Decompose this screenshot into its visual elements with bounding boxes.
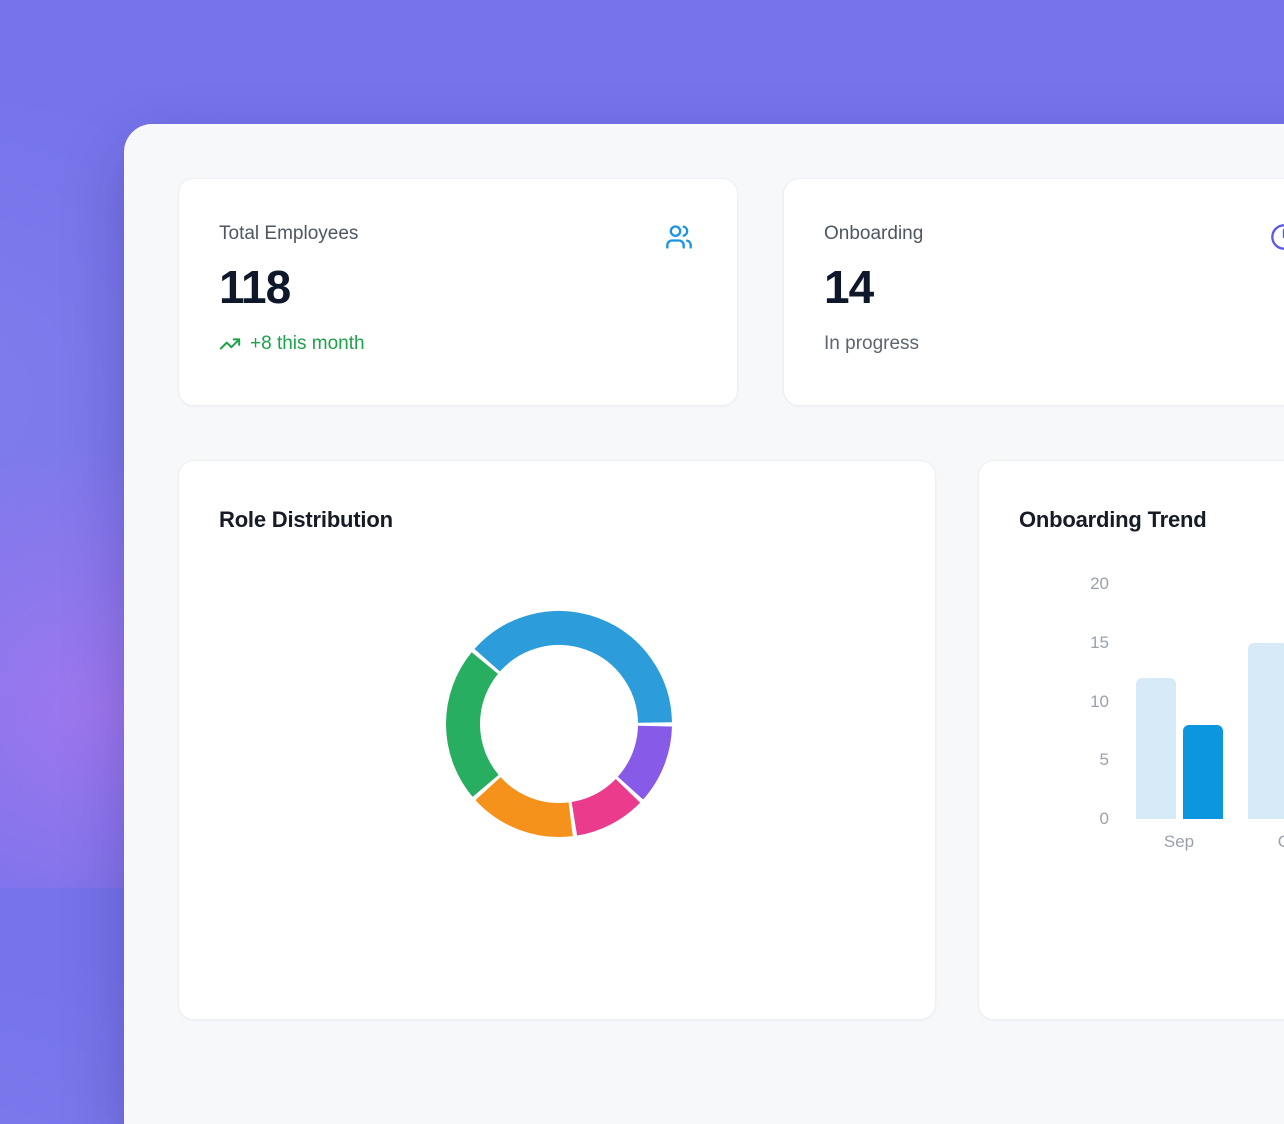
donut-segment-orange[interactable] — [475, 776, 573, 837]
donut-segment-blue[interactable] — [474, 611, 672, 724]
onboarding-trend-card: Onboarding Trend 0 5 10 15 20 Sep Oct — [978, 460, 1284, 1020]
clock-icon — [1270, 223, 1284, 251]
stat-subtext: +8 this month — [219, 332, 697, 356]
stat-label: Onboarding — [824, 223, 924, 244]
stat-value: 118 — [219, 261, 291, 313]
y-axis-tick-label: 10 — [1090, 691, 1109, 711]
donut-segment-green[interactable] — [446, 652, 499, 797]
chart-title: Onboarding Trend — [1019, 507, 1207, 532]
stat-value: 14 — [824, 261, 874, 313]
y-axis-tick-label: 5 — [1099, 750, 1109, 770]
users-icon — [665, 223, 693, 251]
trending-up-icon — [219, 333, 241, 355]
bar-series-light-blue-Oct[interactable] — [1248, 642, 1284, 819]
main-panel: Total Employees 118 +8 this month — [124, 124, 1284, 1124]
y-axis-tick-label: 20 — [1090, 574, 1109, 593]
stat-subtext-label: +8 this month — [250, 333, 365, 354]
bar-series-light-blue-Sep[interactable] — [1136, 678, 1176, 819]
donut-segment-purple[interactable] — [617, 725, 672, 800]
stat-subtext: In progress — [824, 332, 1284, 356]
x-axis-category-label: Oct — [1251, 831, 1284, 853]
stat-subtext-label: In progress — [824, 333, 920, 354]
y-axis-tick-label: 0 — [1099, 809, 1109, 828]
stat-card-total-employees: Total Employees 118 +8 this month — [178, 178, 738, 406]
stat-card-content: Onboarding 14 In progress — [784, 179, 1284, 405]
chart-title: Role Distribution — [219, 507, 393, 532]
y-axis-tick-label: 15 — [1090, 632, 1109, 652]
stat-card-onboarding: Onboarding 14 In progress — [783, 178, 1284, 406]
x-axis-category-label: Sep — [1163, 832, 1195, 851]
donut-chart — [439, 604, 679, 844]
role-distribution-card: Role Distribution — [178, 460, 936, 1020]
stat-label: Total Employees — [219, 223, 359, 244]
bar-series-dark-blue-Sep[interactable] — [1183, 725, 1223, 819]
stat-card-content: Total Employees 118 +8 this month — [179, 179, 737, 405]
donut-segment-pink[interactable] — [571, 778, 641, 836]
